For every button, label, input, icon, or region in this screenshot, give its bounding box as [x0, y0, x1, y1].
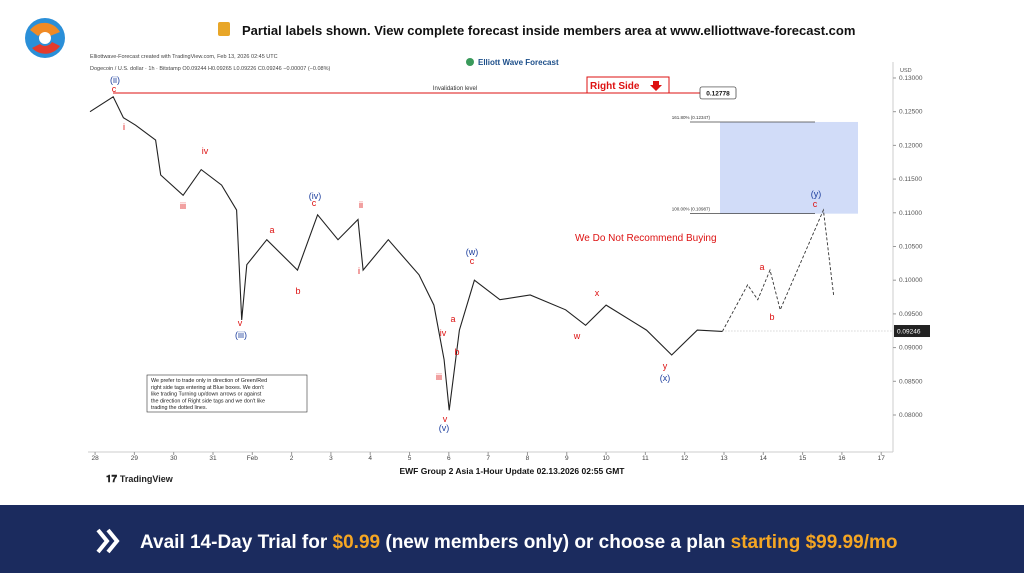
- wave-label: c: [312, 198, 317, 208]
- x-tick-label: 13: [720, 455, 728, 462]
- last-price-label: 0.09246: [897, 329, 921, 336]
- wave-label: v: [238, 318, 243, 328]
- wave-label: w: [573, 331, 581, 341]
- promo-text[interactable]: Avail 14-Day Trial for $0.99 (new member…: [140, 532, 897, 553]
- top-banner: Partial labels shown. View complete fore…: [242, 23, 855, 38]
- promo-arrows: [96, 528, 120, 554]
- footer: EWF Group 2 Asia 1-Hour Update 02.13.202…: [399, 466, 625, 476]
- wave-label: a: [269, 225, 274, 235]
- x-tick-label: 2: [290, 455, 294, 462]
- y-tick-label: 0.13000: [899, 75, 923, 82]
- y-tick-label: 0.10000: [899, 277, 923, 284]
- fib-label: 161.80% (0.12347): [672, 115, 711, 120]
- right-side-label: Right Side: [590, 81, 640, 92]
- wave-label: c: [813, 199, 818, 209]
- wave-label: (iii): [235, 330, 247, 340]
- wave-label: iv: [440, 328, 447, 338]
- wave-label: (ii): [110, 75, 120, 85]
- invalidation-price: 0.12778: [706, 90, 730, 97]
- y-tick-label: 0.08500: [899, 378, 923, 385]
- wave-label: (w): [466, 247, 479, 257]
- x-tick-label: 5: [408, 455, 412, 462]
- wave-label: v: [443, 414, 448, 424]
- y-tick-label: 0.08000: [899, 412, 923, 419]
- price-line: [89, 96, 723, 411]
- x-tick-label: 17: [878, 455, 886, 462]
- promo-banner: [0, 505, 1024, 573]
- y-tick-label: 0.11500: [899, 176, 922, 183]
- x-tick-label: 11: [642, 455, 649, 462]
- wave-label: a: [759, 262, 764, 272]
- x-tick-label: 16: [838, 455, 846, 462]
- wave-label: a: [450, 314, 455, 324]
- x-tick-label: 14: [760, 455, 768, 462]
- note-line: right side tags entering at Blue boxes. …: [151, 385, 264, 391]
- lock-icon: [218, 22, 230, 36]
- x-tick-label: 6: [447, 455, 451, 462]
- y-tick-label: 0.11000: [899, 210, 922, 217]
- wave-label: b: [295, 286, 300, 296]
- wave-label: y: [663, 361, 668, 371]
- x-tick-label: Feb: [247, 455, 259, 462]
- wave-label: (iv): [309, 191, 322, 201]
- y-tick-label: 0.12500: [899, 109, 923, 116]
- warning: We Do Not Recommend Buying: [575, 233, 717, 244]
- x-tick-label: 30: [170, 455, 178, 462]
- fib-label: 100.00% (0.10987): [672, 207, 711, 212]
- wave-label: iv: [202, 146, 209, 156]
- wave-label: iii: [180, 201, 186, 211]
- x-tick-label: 12: [681, 455, 689, 462]
- brand-icon: [466, 58, 474, 66]
- y-tick-label: 0.09000: [899, 345, 923, 352]
- wave-label: (v): [439, 423, 450, 433]
- chart-subheader: Dogecoin / U.S. dollar · 1h · Bitstamp O…: [90, 66, 330, 72]
- x-tick-label: 31: [209, 455, 217, 462]
- right-side-box: [586, 76, 670, 94]
- axis-unit: USD: [900, 68, 912, 74]
- note-box: [146, 374, 308, 413]
- x-tick-label: 9: [565, 455, 569, 462]
- logo: [25, 18, 65, 58]
- wave-label: b: [454, 347, 459, 357]
- wave-label: i: [358, 266, 360, 276]
- x-tick-label: 10: [602, 455, 610, 462]
- last-price-box: [894, 325, 930, 338]
- wave-label: (x): [660, 373, 671, 383]
- wave-label: c: [112, 84, 117, 94]
- target-box: [720, 121, 858, 214]
- invalidation-label: Invalidation level: [433, 86, 477, 92]
- wave-label: c: [470, 256, 475, 266]
- chart-header: Elliottwave-Forecast created with Tradin…: [90, 54, 278, 60]
- x-tick-label: 28: [91, 455, 99, 462]
- brand: Elliott Wave Forecast: [478, 58, 559, 67]
- note-line: the direction of Right side tags and we …: [151, 398, 265, 404]
- wave-label: i: [123, 122, 125, 132]
- x-tick-label: 3: [329, 455, 333, 462]
- wave-label: b: [769, 312, 774, 322]
- wave-label: iii: [436, 372, 442, 382]
- x-tick-label: 29: [131, 455, 139, 462]
- x-tick-label: 7: [486, 455, 490, 462]
- note-line: like trading Turning up/down arrows or a…: [151, 392, 262, 398]
- projection-line: [722, 208, 835, 332]
- y-tick-label: 0.12000: [899, 142, 923, 149]
- x-tick-label: 8: [526, 455, 530, 462]
- note-line: trading the dotted lines.: [151, 405, 207, 411]
- tradingview-logo: 𝟏𝟕 TradingView: [106, 474, 174, 485]
- wave-label: (y): [811, 189, 822, 199]
- x-tick-label: 15: [799, 455, 807, 462]
- y-tick-label: 0.09500: [899, 311, 923, 318]
- invalidation-price-box: [699, 86, 737, 100]
- note-line: We prefer to trade only in direction of …: [151, 378, 267, 384]
- wave-label: ii: [359, 200, 363, 210]
- x-tick-label: 4: [368, 455, 372, 462]
- wave-label: x: [595, 288, 600, 298]
- right-side-arrow: [650, 81, 662, 91]
- y-tick-label: 0.10500: [899, 243, 923, 250]
